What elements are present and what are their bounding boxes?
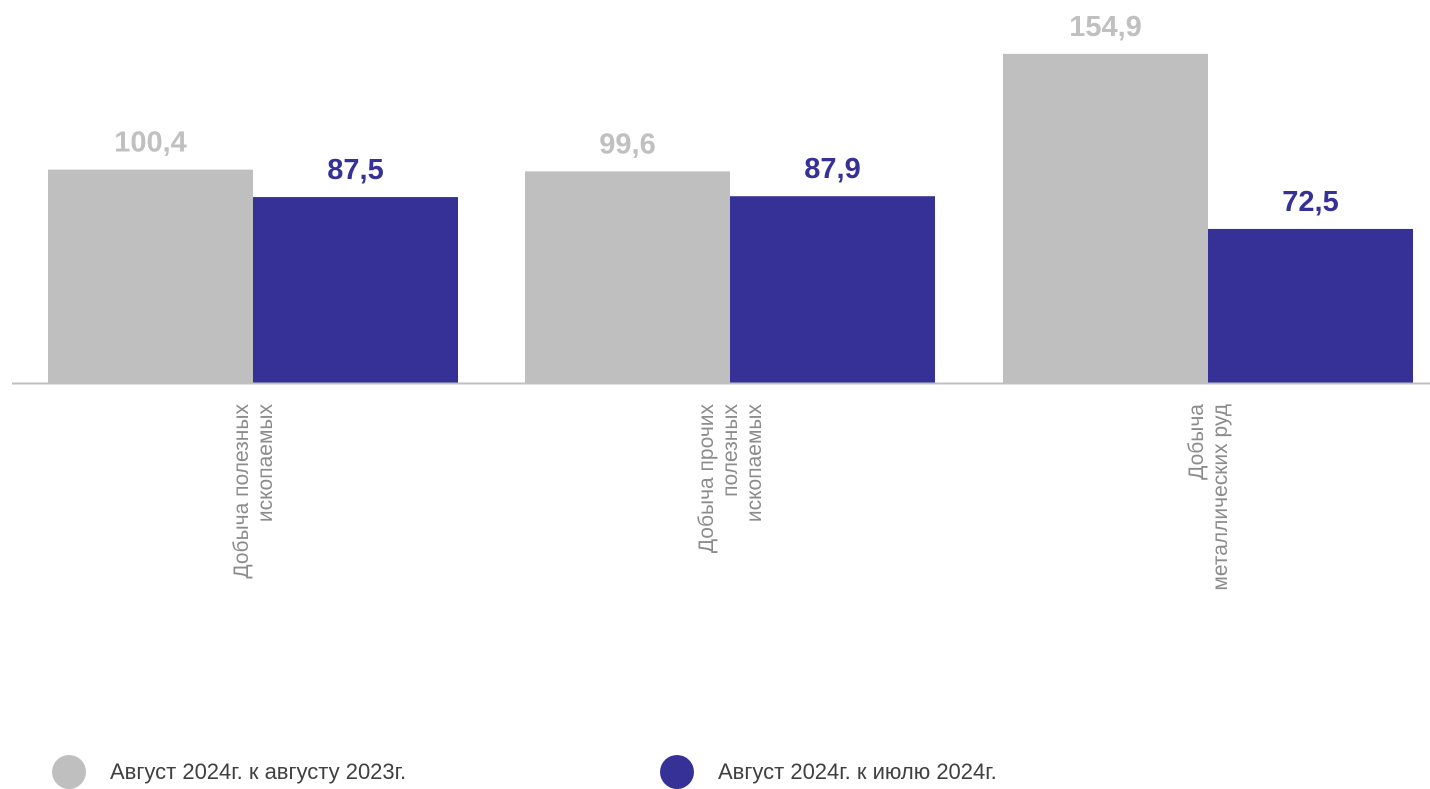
legend-label-series-1: Август 2024г. к августу 2023г. bbox=[110, 759, 407, 784]
legend-item-series-1: Август 2024г. к августу 2023г. bbox=[52, 755, 407, 789]
value-label-series-1-cat-1: 100,4 bbox=[114, 127, 187, 159]
legend: Август 2024г. к августу 2023г. Август 20… bbox=[0, 755, 1430, 789]
value-label-series-1-cat-3: 154,9 bbox=[1069, 11, 1142, 43]
bar-series-1-cat-1 bbox=[48, 169, 253, 383]
bars-group bbox=[48, 53, 1413, 384]
value-label-series-1-cat-2: 99,6 bbox=[599, 128, 655, 160]
category-label-3: Добычаметаллических руд bbox=[1185, 404, 1232, 591]
category-label-2: Добыча прочихполезныхископаемых bbox=[695, 404, 766, 554]
value-labels-group: 100,4 87,5 99,6 87,9 154,9 72,5 bbox=[114, 11, 1339, 218]
category-label-1: Добыча полезныхископаемых bbox=[230, 404, 277, 579]
legend-label-series-2: Август 2024г. к июлю 2024г. bbox=[718, 759, 997, 784]
value-label-series-2-cat-1: 87,5 bbox=[327, 154, 383, 186]
bar-series-2-cat-1 bbox=[253, 197, 458, 383]
category-labels-group: Добыча полезныхископаемых Добыча прочихпо… bbox=[230, 404, 1232, 591]
bar-series-2-cat-2 bbox=[730, 196, 935, 383]
bar-series-2-cat-3 bbox=[1208, 228, 1413, 383]
legend-swatch-series-2 bbox=[660, 755, 694, 789]
bar-series-1-cat-3 bbox=[1003, 53, 1208, 384]
legend-swatch-series-1 bbox=[52, 755, 86, 789]
legend-item-series-2: Август 2024г. к июлю 2024г. bbox=[660, 755, 997, 789]
bar-series-1-cat-2 bbox=[525, 171, 730, 383]
value-label-series-2-cat-3: 72,5 bbox=[1282, 186, 1338, 218]
value-label-series-2-cat-2: 87,9 bbox=[804, 153, 860, 185]
